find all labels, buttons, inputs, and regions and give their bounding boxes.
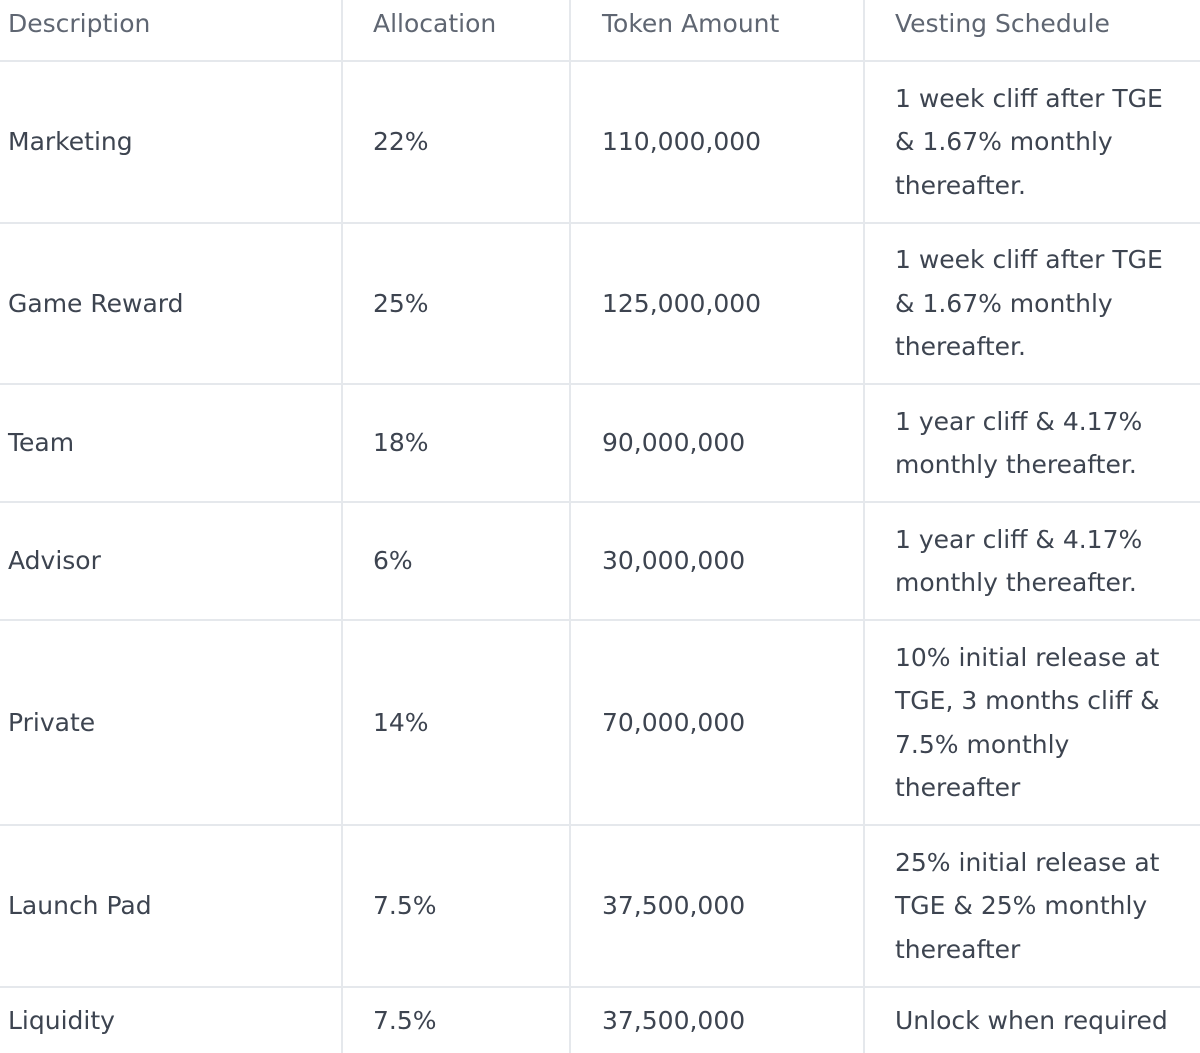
row-allocation: 25% [373, 288, 429, 318]
row-allocation: 7.5% [373, 1005, 437, 1035]
vesting-line: Unlock when required [895, 1005, 1168, 1035]
row-allocation: 22% [373, 127, 429, 157]
table-row: Team 18% 90,000,000 1 year cliff & 4.17%… [0, 385, 1200, 503]
table-header-row: Description Allocation Token Amount Vest… [0, 0, 1200, 62]
row-allocation: 7.5% [373, 891, 437, 921]
row-vesting-schedule: 1 week cliff after TGE & 1.67% monthly t… [895, 224, 1200, 383]
row-vesting-schedule: Unlock when required [895, 988, 1200, 1053]
header-token-amount: Token Amount [602, 9, 780, 38]
table-row: Game Reward 25% 125,000,000 1 week cliff… [0, 224, 1200, 385]
row-vesting-schedule: 10% initial release at TGE, 3 months cli… [895, 621, 1200, 824]
table-row: Private 14% 70,000,000 10% initial relea… [0, 621, 1200, 826]
row-token-amount: 30,000,000 [602, 546, 746, 576]
row-description: Launch Pad [8, 891, 152, 921]
table-row: Marketing 22% 110,000,000 1 week cliff a… [0, 62, 1200, 224]
row-token-amount: 37,500,000 [602, 1005, 746, 1035]
row-description: Team [8, 428, 75, 458]
row-token-amount: 90,000,000 [602, 428, 746, 458]
row-allocation: 6% [373, 546, 413, 576]
row-vesting-schedule: 25% initial release at TGE & 25% monthly… [895, 826, 1200, 986]
column-divider [863, 0, 865, 1053]
vesting-line: thereafter [895, 934, 1021, 964]
vesting-line: & 1.67% monthly [895, 127, 1113, 157]
table-row: Liquidity 7.5% 37,500,000 Unlock when re… [0, 988, 1200, 1053]
row-description: Marketing [8, 127, 133, 157]
table-row: Advisor 6% 30,000,000 1 year cliff & 4.1… [0, 503, 1200, 621]
vesting-line: thereafter. [895, 170, 1026, 200]
vesting-line: TGE & 25% monthly [895, 891, 1148, 921]
row-description: Advisor [8, 546, 101, 576]
row-vesting-schedule: 1 year cliff & 4.17% monthly thereafter. [895, 385, 1200, 501]
row-description: Liquidity [8, 1005, 115, 1035]
vesting-line: 25% initial release at [895, 847, 1160, 877]
row-vesting-schedule: 1 year cliff & 4.17% monthly thereafter. [895, 503, 1200, 619]
vesting-line: 10% initial release at [895, 642, 1160, 672]
vesting-line: thereafter. [895, 332, 1026, 362]
row-allocation: 18% [373, 428, 429, 458]
row-description: Game Reward [8, 288, 184, 318]
vesting-line: 1 week cliff after TGE [895, 245, 1163, 275]
vesting-line: thereafter [895, 773, 1021, 802]
row-vesting-schedule: 1 week cliff after TGE & 1.67% monthly t… [895, 62, 1200, 222]
row-allocation: 14% [373, 707, 429, 737]
vesting-line: 1 year cliff & 4.17% [895, 524, 1143, 554]
vesting-line: monthly thereafter. [895, 450, 1137, 479]
vesting-line: monthly thereafter. [895, 568, 1137, 597]
row-token-amount: 125,000,000 [602, 288, 762, 318]
header-description: Description [8, 9, 151, 38]
vesting-line: 7.5% monthly [895, 729, 1070, 759]
column-divider [569, 0, 571, 1053]
vesting-line: & 1.67% monthly [895, 288, 1113, 318]
header-allocation: Allocation [373, 9, 497, 38]
vesting-line: 1 year cliff & 4.17% [895, 406, 1143, 436]
row-token-amount: 70,000,000 [602, 707, 746, 737]
vesting-line: 1 week cliff after TGE [895, 83, 1163, 113]
row-description: Private [8, 707, 96, 737]
table-row: Launch Pad 7.5% 37,500,000 25% initial r… [0, 826, 1200, 988]
header-vesting-schedule: Vesting Schedule [895, 9, 1110, 38]
row-token-amount: 110,000,000 [602, 127, 762, 157]
column-divider [341, 0, 343, 1053]
vesting-line: TGE, 3 months cliff & [895, 686, 1160, 715]
row-token-amount: 37,500,000 [602, 891, 746, 921]
